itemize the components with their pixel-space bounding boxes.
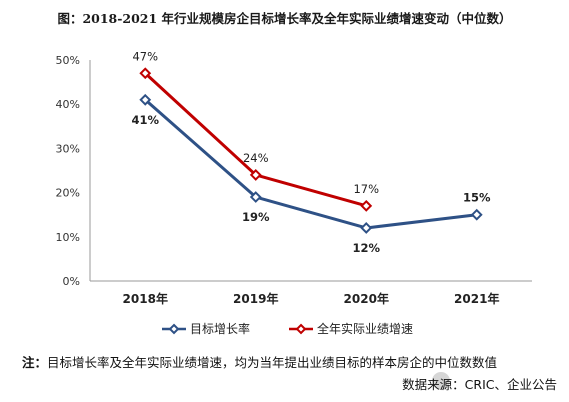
series-line — [144, 72, 367, 208]
chart-title: 图：2018-2021 年行业规模房企目标增长率及全年实际业绩增速变动（中位数） — [57, 11, 512, 26]
legend-item: 全年实际业绩增速 — [289, 321, 413, 336]
footnote: 注：目标增长率及全年实际业绩增速，均为当年提出业绩目标的样本房企的中位数数值 — [22, 352, 497, 371]
series-layer: 41% 19% 12% 15% 47% 24% 17% — [131, 49, 491, 255]
y-tick-label: 30% — [56, 142, 80, 155]
legend-item: 目标增长率 — [162, 321, 250, 336]
legend-label: 全年实际业绩增速 — [317, 321, 413, 336]
y-tick-labels: 0% 10% 20% 30% 40% 50% — [56, 54, 80, 288]
footnote-text: 目标增长率及全年实际业绩增速，均为当年提出业绩目标的样本房企的中位数数值 — [47, 355, 498, 370]
x-tick-label: 2019年 — [233, 291, 278, 306]
legend-label: 目标增长率 — [190, 321, 250, 336]
series-1: 41% 19% 12% 15% — [131, 93, 491, 255]
data-label: 41% — [131, 113, 159, 127]
x-tick-label: 2020年 — [344, 291, 389, 306]
x-tick-label: 2018年 — [123, 291, 168, 306]
line-chart: 0% 10% 20% 30% 40% 50% 2018年 2019年 2020年 2021年 4… — [56, 49, 532, 336]
series-line — [144, 98, 477, 230]
data-point — [139, 67, 152, 80]
data-point — [470, 208, 483, 221]
y-tick-label: 50% — [56, 54, 80, 67]
chart-axes — [89, 60, 532, 282]
y-tick-label: 20% — [56, 187, 80, 200]
data-point — [139, 93, 152, 106]
data-label: 17% — [353, 182, 379, 196]
x-tick-labels: 2018年 2019年 2020年 2021年 — [123, 291, 500, 306]
y-tick-label: 40% — [56, 98, 80, 111]
footnote-lead: 注： — [22, 355, 48, 370]
watermark-logo — [432, 372, 450, 390]
y-tick-label: 0% — [63, 275, 80, 288]
data-point — [360, 199, 373, 212]
y-tick-label: 10% — [56, 231, 80, 244]
data-label: 47% — [132, 49, 158, 63]
data-point — [249, 169, 262, 181]
data-label: 24% — [243, 151, 269, 165]
legend-marker — [295, 323, 307, 335]
x-tick-label: 2021年 — [454, 291, 499, 306]
series-2: 47% 24% 17% — [132, 49, 379, 212]
legend: 目标增长率 全年实际业绩增速 — [162, 321, 413, 336]
data-point — [249, 191, 262, 203]
data-label: 15% — [463, 191, 491, 205]
source-note: 数据来源：CRIC、企业公告 — [402, 377, 557, 392]
data-point — [360, 222, 373, 234]
data-label: 19% — [242, 210, 270, 224]
data-label: 12% — [352, 241, 380, 255]
legend-marker — [168, 323, 180, 335]
